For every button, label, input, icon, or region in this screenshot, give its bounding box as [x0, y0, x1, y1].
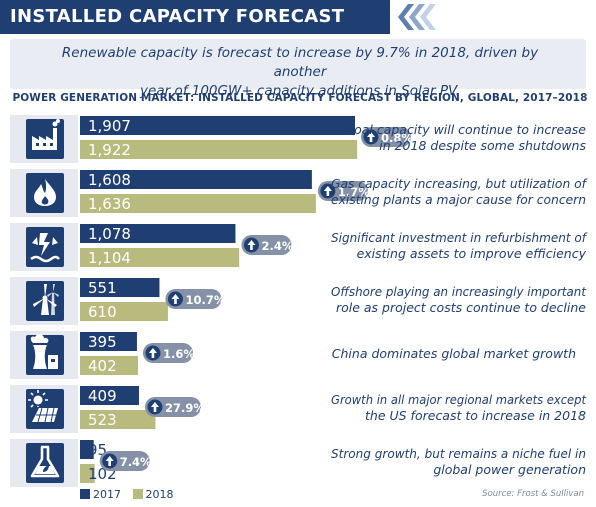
subtitle-box: Renewable capacity is forecast to increa…	[10, 39, 586, 99]
source-note: Source: Frost & Sullivan	[482, 489, 584, 499]
bar-2017	[80, 170, 312, 189]
chart-title: POWER GENERATION MARKET: INSTALLED CAPAC…	[12, 92, 588, 104]
bar-2017	[80, 332, 137, 351]
legend-item-2017: 2017	[80, 488, 121, 501]
value-label-2017: 1,608	[88, 171, 131, 189]
comment-line-1: Growth in all major regional markets exc…	[331, 392, 587, 407]
arrow-up-icon	[171, 294, 180, 304]
growth-label: 1.6%	[163, 347, 195, 361]
legend-swatch-2017	[80, 489, 90, 499]
arrow-up-icon	[150, 402, 159, 412]
biomass-flask-icon	[30, 445, 60, 478]
subtitle-text: Renewable capacity is forecast to increa…	[40, 44, 560, 101]
bar-2018	[80, 356, 138, 375]
bar-2018	[80, 410, 156, 429]
bar-2018	[80, 140, 358, 159]
comment-line-1: Offshore playing an increasingly importa…	[331, 284, 587, 299]
subtitle-line-2: year of 100GW+ capacity additions in Sol…	[140, 83, 460, 99]
chart-row: 409 523 27.9% Growth in all major regional …	[10, 385, 587, 433]
arrow-up-icon	[247, 240, 256, 250]
value-label-2017: 1,907	[88, 117, 131, 135]
wind-turbine-icon	[33, 284, 59, 315]
growth-badge: 1.7%	[317, 181, 370, 201]
value-label-2018: 402	[88, 357, 117, 375]
arrow-up-icon	[323, 186, 332, 196]
comment-line-1: Strong growth, but remains a niche fuel …	[331, 446, 586, 461]
bar-2018	[80, 302, 168, 321]
growth-label: 1.7%	[338, 185, 370, 199]
icon-tile	[26, 119, 64, 159]
chart-row: 1,078 1,104 2.4% Significant investment in …	[10, 223, 588, 271]
chart-row: 1,608 1,636 1.7%Gas capacity increasing, b…	[10, 169, 588, 217]
comment-line-2: role as project costs continue to declin…	[336, 300, 586, 315]
growth-badge: 0.8%	[361, 127, 413, 147]
solar-panel-icon	[28, 390, 58, 423]
chart-row: 395 402 1.6% China dominates global market …	[10, 331, 576, 379]
value-label-2018: 1,636	[88, 195, 131, 213]
growth-badge: 10.7%	[165, 289, 226, 309]
growth-badge: 1.6%	[142, 343, 195, 363]
factory-icon	[32, 119, 60, 150]
bar-2018	[80, 464, 95, 483]
header: INSTALLED CAPACITY FORECAST	[0, 0, 596, 34]
value-label-2018: 1,922	[88, 141, 131, 159]
bar-2017	[80, 386, 139, 405]
header-band	[0, 0, 390, 34]
dam-icon	[30, 233, 60, 263]
subtitle-line-1: Renewable capacity is forecast to increa…	[61, 45, 539, 80]
comment-line-1: Gas capacity increasing, but utilization…	[331, 176, 588, 191]
value-label-2018: 610	[88, 303, 117, 321]
bar-2017	[80, 278, 160, 297]
comment-line-2: in 2018 despite some shutdowns	[379, 138, 586, 153]
legend-item-2018: 2018	[132, 488, 174, 501]
value-label-2017: 395	[88, 333, 117, 351]
chevron-left-icon	[398, 4, 436, 30]
comment-line-2: global power generation	[433, 462, 586, 477]
comment-line-1: China dominates global market growth	[332, 346, 576, 361]
arrow-up-icon	[105, 456, 114, 466]
growth-badge: 27.9%	[144, 397, 205, 417]
growth-label: 2.4%	[261, 239, 293, 253]
value-label-2017: 551	[88, 279, 117, 297]
comment-line-2: existing assets to improve efficiency	[357, 246, 587, 261]
value-label-2017: 1,078	[88, 225, 131, 243]
legend-label-2017: 2017	[93, 488, 121, 501]
growth-label: 7.4%	[120, 455, 152, 469]
growth-badge: 2.4%	[241, 235, 294, 255]
chart-row: 1,907 1,922 0.8%Coal capacity will continu…	[10, 115, 586, 163]
chart-row: 551 610 10.7% Offshore playing an increasin…	[10, 277, 587, 325]
bar-2017	[80, 440, 94, 459]
legend: 2017 2018	[80, 488, 182, 501]
legend-swatch-2018	[132, 489, 143, 499]
flame-icon	[34, 179, 56, 206]
growth-label: 10.7%	[185, 293, 225, 307]
growth-badge: 7.4%	[99, 451, 152, 471]
value-label-2017: 409	[88, 387, 117, 405]
growth-label: 0.8%	[381, 131, 413, 145]
nuclear-plant-icon	[30, 334, 58, 369]
bar-2018	[80, 194, 316, 213]
growth-label: 27.9%	[165, 401, 205, 415]
bar-2017	[80, 224, 236, 243]
arrow-up-icon	[148, 348, 157, 358]
bar-2017	[80, 116, 355, 135]
comment-line-2: existing plants a major cause for concer…	[331, 192, 586, 207]
comment-line-2: the US forecast to increase in 2018	[365, 408, 586, 423]
page-title: INSTALLED CAPACITY FORECAST	[10, 6, 345, 27]
value-label-2018: 523	[88, 411, 117, 429]
comment-line-1: Significant investment in refurbishment …	[331, 230, 588, 245]
comment-line-1: Coal capacity will continue to increase	[345, 122, 586, 137]
bar-2018	[80, 248, 240, 267]
value-label-2018: 1,104	[88, 249, 131, 267]
legend-label-2018: 2018	[145, 488, 174, 501]
arrow-up-icon	[367, 132, 375, 142]
